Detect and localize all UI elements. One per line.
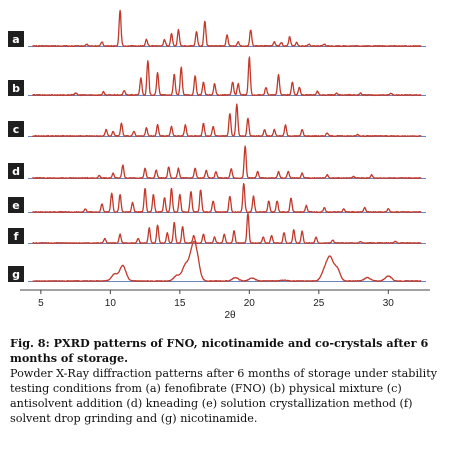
x-tick-label-15: 15 [174, 298, 186, 309]
pattern-label-c: c [13, 123, 20, 136]
pattern-label-f: f [14, 230, 19, 243]
pattern-label-e: e [12, 199, 19, 212]
pattern-f [32, 212, 422, 245]
pattern-label-box-g [8, 266, 24, 282]
figure-caption-body: Powder X-Ray diffraction patterns after … [10, 367, 438, 425]
pattern-label-box-e [8, 197, 24, 213]
x-tick-label-30: 30 [383, 298, 395, 309]
pattern-d [32, 145, 422, 180]
x-tick-label-20: 20 [244, 298, 256, 309]
pattern-label-box-b [8, 80, 24, 96]
pattern-a [32, 9, 422, 48]
pattern-label-g: g [12, 268, 20, 281]
pattern-g [32, 240, 422, 282]
pxrd-traces: a b c d e f g [8, 9, 426, 282]
pattern-b [32, 56, 422, 97]
pattern-label-d: d [12, 165, 20, 178]
pattern-label-box-d [8, 163, 24, 179]
pattern-label-box-c [8, 121, 24, 137]
x-tick-label-5: 5 [38, 298, 44, 309]
pattern-label-box-a [8, 31, 24, 47]
pattern-label-a: a [12, 33, 19, 46]
x-axis-ticks: 5 10 15 20 25 30 [38, 290, 394, 309]
x-tick-label-25: 25 [313, 298, 325, 309]
x-axis-label: 2θ [224, 310, 236, 321]
pattern-label-b: b [12, 82, 20, 95]
pattern-label-box-f [8, 228, 24, 244]
pattern-e [32, 183, 422, 214]
x-tick-label-10: 10 [105, 298, 117, 309]
pxrd-chart: a b c d e f g 5 10 15 20 25 30 2θ [8, 9, 430, 321]
pattern-c [32, 103, 422, 138]
figure-caption-title: Fig. 8: PXRD patterns of FNO, nicotinami… [10, 336, 429, 365]
